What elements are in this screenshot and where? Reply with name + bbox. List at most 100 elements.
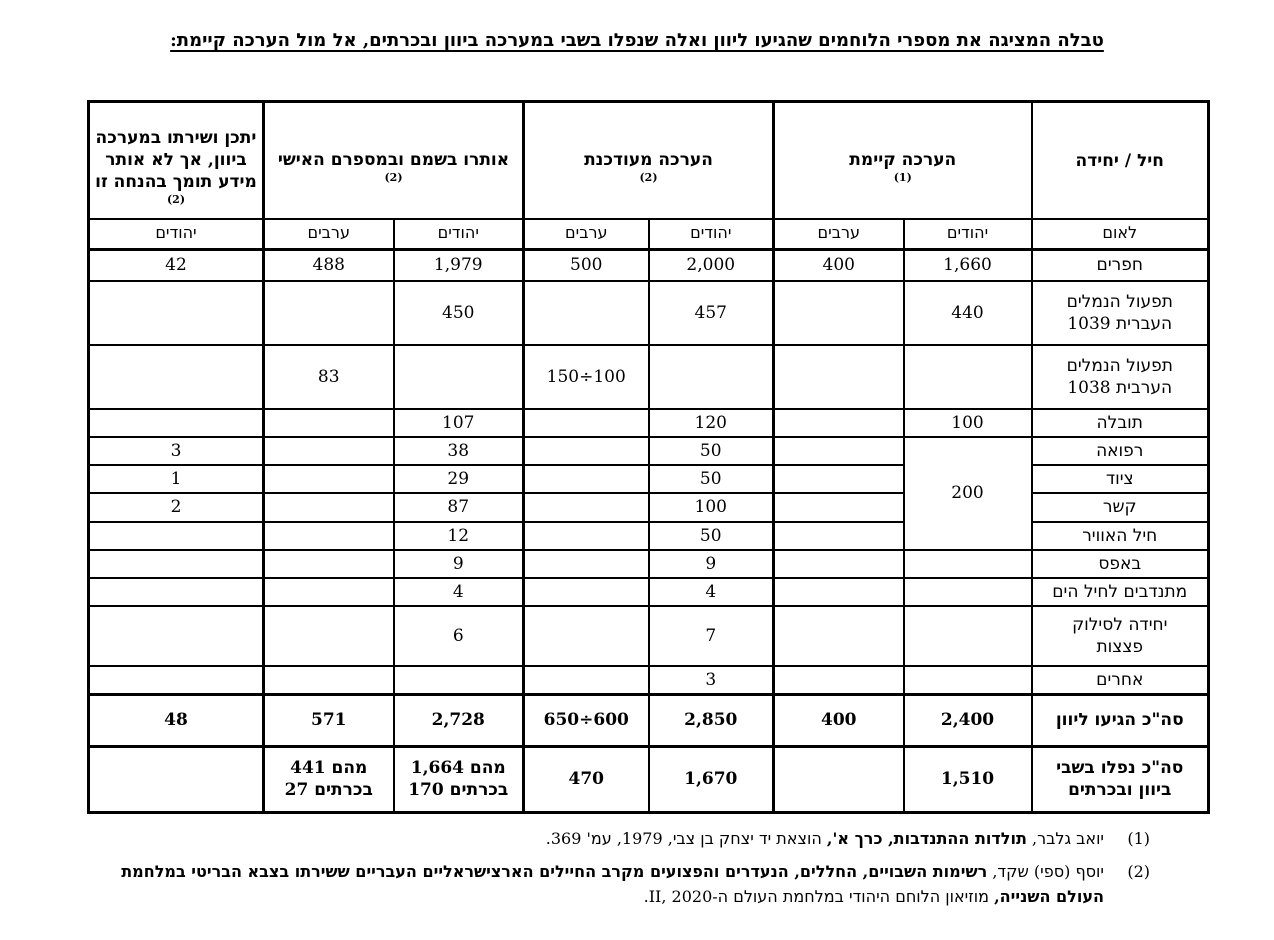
table-row: תפעול הנמלים העברית 1039 440 457 450 <box>86 280 1210 347</box>
jews-label: יהודים <box>86 218 265 251</box>
table-row: באפס 9 9 <box>86 548 1210 579</box>
value-cell <box>261 436 395 467</box>
value-cell <box>261 464 395 495</box>
table-row: אחרים 3 <box>86 664 1210 696</box>
value-cell <box>86 744 265 814</box>
unit-name-cell: ציוד <box>1030 464 1210 495</box>
value-cell <box>772 436 905 467</box>
value-cell <box>772 492 905 523</box>
unit-name-cell: אחרים <box>1030 664 1210 696</box>
arabs-label: ערבים <box>772 218 905 251</box>
merged-value-cell: 200 <box>902 436 1033 551</box>
value-cell <box>522 408 650 439</box>
value-cell: 100 <box>647 492 775 523</box>
value-cell: 571 <box>261 692 395 748</box>
footnote-1-details: הוצאת יד יצחק בן צבי, 1979, עמ' 369. <box>545 829 827 848</box>
value-cell <box>86 408 265 439</box>
header-possibly-label: יתכן ושירתו במערכה ביוון, אך לא אותר מיד… <box>95 128 257 193</box>
value-cell <box>86 520 265 551</box>
value-cell <box>902 604 1033 667</box>
unit-name-cell: רפואה <box>1030 436 1210 467</box>
value-cell: 400 <box>772 692 905 748</box>
value-cell: 4 <box>647 576 775 607</box>
table-row: מתנדבים לחיל הים 4 4 <box>86 576 1210 607</box>
unit-name-cell: חפרים <box>1030 248 1210 283</box>
value-cell <box>392 664 525 696</box>
jews-label: יהודים <box>647 218 775 251</box>
value-cell: 488 <box>261 248 395 283</box>
table-row: חיל האוויר 50 12 <box>86 520 1210 551</box>
table-row: תפעול הנמלים הערבית 1038 150÷100 83 <box>86 344 1210 411</box>
value-cell: 120 <box>647 408 775 439</box>
value-cell <box>392 344 525 411</box>
value-cell <box>261 492 395 523</box>
value-cell <box>86 576 265 607</box>
value-cell: 650÷600 <box>522 692 650 748</box>
arabs-label: ערבים <box>522 218 650 251</box>
footnote-1-marker: (1) <box>1127 829 1150 848</box>
table-row: קשר 100 87 2 <box>86 492 1210 523</box>
value-cell <box>772 576 905 607</box>
value-cell <box>86 344 265 411</box>
value-cell <box>772 464 905 495</box>
value-cell <box>772 344 905 411</box>
unit-name-cell: חיל האוויר <box>1030 520 1210 551</box>
value-cell: 500 <box>522 248 650 283</box>
footnote-2-source-title: רשימות השבויים, החללים, הנעדרים והפצועים… <box>121 861 1104 907</box>
value-cell <box>772 664 905 696</box>
value-cell: 1 <box>86 464 265 495</box>
unit-name-cell: באפס <box>1030 548 1210 579</box>
value-cell: 450 <box>392 280 525 347</box>
value-cell: 4 <box>392 576 525 607</box>
footnotes: (1) יואב גלבר, תולדות ההתנדבות, כרך א', … <box>98 826 1150 917</box>
table-row: חפרים 1,660 400 2,000 500 1,979 488 42 <box>86 248 1210 283</box>
value-cell <box>86 280 265 347</box>
value-cell <box>261 280 395 347</box>
table-row: ציוד 50 29 1 <box>86 464 1210 495</box>
total-arrived-row: סה"כ הגיעו ליוון 2,400 400 2,850 650÷600… <box>86 692 1210 748</box>
header-possibly-served: יתכן ושירתו במערכה ביוון, אך לא אותר מיד… <box>86 100 265 221</box>
header-located-label: אותרו בשמם ובמספרם האישי <box>277 150 510 171</box>
header-located-by-name: אותרו בשמם ובמספרם האישי (2) <box>261 100 525 221</box>
value-cell: 2,000 <box>647 248 775 283</box>
value-cell <box>261 576 395 607</box>
footnote-ref-1: (1) <box>893 171 912 185</box>
total-label-cell: סה"כ נפלו בשבי ביוון ובכרתים <box>1030 744 1210 814</box>
total-label-cell: סה"כ הגיעו ליוון <box>1030 692 1210 748</box>
value-cell: 1,670 <box>647 744 775 814</box>
value-cell: 1,660 <box>902 248 1033 283</box>
value-cell <box>902 664 1033 696</box>
value-cell: 50 <box>647 464 775 495</box>
value-cell: 9 <box>392 548 525 579</box>
value-cell <box>522 280 650 347</box>
header-updated-estimate: הערכה מעודכנת (2) <box>522 100 775 221</box>
value-cell <box>772 520 905 551</box>
unit-name-cell: תובלה <box>1030 408 1210 439</box>
footnote-ref-2: (2) <box>639 171 658 185</box>
value-cell: 7 <box>647 604 775 667</box>
header-existing-label: הערכה קיימת <box>849 150 957 171</box>
value-cell <box>772 408 905 439</box>
fighters-table: חיל / יחידה הערכה קיימת (1) הערכה מעודכנ… <box>86 100 1210 814</box>
value-cell: 400 <box>772 248 905 283</box>
value-cell <box>772 604 905 667</box>
header-unit: חיל / יחידה <box>1030 100 1210 221</box>
footnote-2: (2) יוסף (ספי) שקד, רשימות השבויים, החלל… <box>98 859 1150 910</box>
unit-name-cell: תפעול הנמלים העברית 1039 <box>1030 280 1210 347</box>
value-cell <box>261 604 395 667</box>
value-cell <box>902 548 1033 579</box>
value-cell: 2,728 <box>392 692 525 748</box>
footnote-ref-2: (2) <box>166 193 186 207</box>
nationality-label: לאום <box>1030 218 1210 251</box>
value-cell: 457 <box>647 280 775 347</box>
value-cell: 2 <box>86 492 265 523</box>
value-cell <box>522 436 650 467</box>
footnote-1-source-title: תולדות ההתנדבות, כרך א', <box>826 829 1027 848</box>
value-cell <box>902 344 1033 411</box>
value-cell <box>86 604 265 667</box>
unit-name-cell: תפעול הנמלים הערבית 1038 <box>1030 344 1210 411</box>
footnote-2-details: מוזיאון הלוחם היהודי במלחמת העולם ה-II, … <box>643 887 995 907</box>
value-cell <box>261 520 395 551</box>
value-cell: 50 <box>647 436 775 467</box>
value-cell <box>647 344 775 411</box>
